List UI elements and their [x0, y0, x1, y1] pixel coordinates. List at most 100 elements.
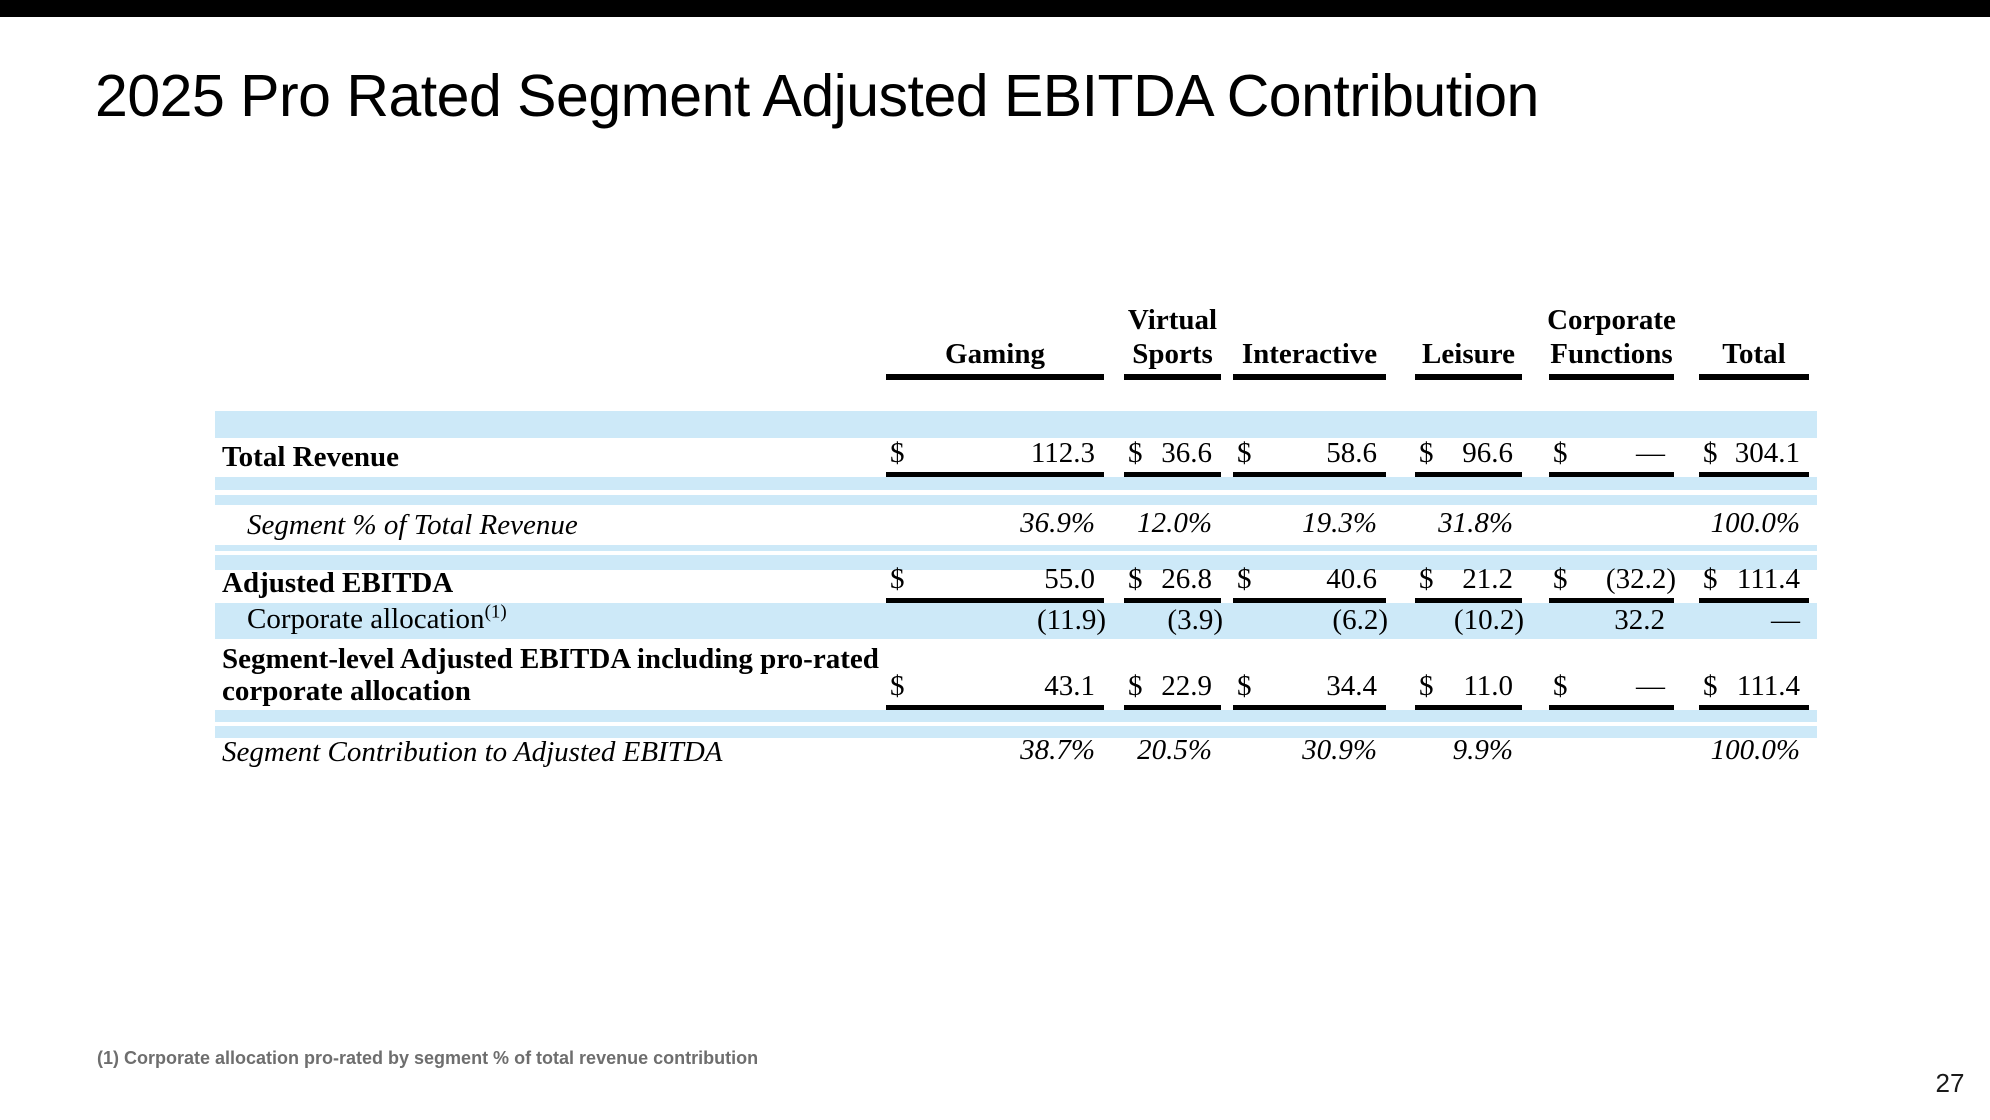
amount-cell: $ 36.6 [1124, 437, 1221, 477]
amount-value: 26.8 [1161, 563, 1212, 595]
row-band-spacer [215, 726, 1817, 738]
amount-value: 19.3% [1302, 507, 1377, 539]
column-header-leisure: Leisure [1415, 295, 1522, 380]
column-header-gaming: Gaming [886, 295, 1104, 380]
footnote-marker: (1) [484, 601, 507, 623]
amount-cell: $ 34.4 [1233, 639, 1386, 710]
column-header-line2: Sports [1132, 338, 1213, 370]
amount-cell: $ 11.0 [1415, 639, 1522, 710]
amount-cell: $ 21.2 [1415, 563, 1522, 603]
currency-symbol: $ [1553, 670, 1568, 702]
row-band-spacer [215, 710, 1817, 722]
amount-cell: (6.2) [1233, 603, 1388, 639]
currency-symbol: $ [890, 563, 905, 595]
amount-value: 112.3 [1030, 437, 1095, 469]
row-label: Corporate allocation(1) [247, 601, 507, 636]
amount-cell: 19.3% [1233, 505, 1386, 545]
amount-cell: $ 96.6 [1415, 437, 1522, 477]
row-band-spacer [215, 411, 1817, 438]
amount-cell: 100.0% [1699, 734, 1809, 772]
table-row-adjusted-ebitda: Adjusted EBITDA $ 55.0 $ 26.8 $ 40.6 $ 2… [215, 563, 1817, 603]
column-header-line1: Corporate [1547, 304, 1676, 336]
amount-value: 20.5% [1137, 734, 1212, 766]
amount-cell: $ — [1549, 437, 1674, 477]
column-header-line2: Gaming [945, 338, 1045, 370]
amount-value: 100.0% [1710, 507, 1800, 539]
table-row-corporate-allocation: Corporate allocation(1) (11.9) (3.9) (6.… [215, 601, 1817, 639]
currency-symbol: $ [890, 437, 905, 469]
amount-cell: $ — [1549, 639, 1674, 710]
column-header-line2: Functions [1550, 338, 1673, 370]
amount-value: 11.0 [1463, 670, 1513, 702]
amount-cell: (11.9) [886, 603, 1106, 639]
amount-cell: $ 111.4 [1699, 563, 1809, 603]
currency-symbol: $ [1237, 437, 1252, 469]
amount-cell: $ 112.3 [886, 437, 1104, 477]
row-label: Adjusted EBITDA [222, 567, 454, 599]
amount-value: 111.4 [1736, 563, 1800, 595]
column-header-corporate-functions: Corporate Functions [1547, 295, 1676, 380]
amount-value: 304.1 [1734, 437, 1800, 469]
row-band-spacer [215, 545, 1817, 551]
amount-cell: $ 111.4 [1699, 639, 1809, 710]
currency-symbol: $ [1553, 437, 1568, 469]
amount-cell: $ 304.1 [1699, 437, 1809, 477]
amount-cell: 9.9% [1415, 734, 1522, 772]
amount-value: 43.1 [1044, 670, 1095, 702]
amount-cell: 32.2 [1549, 603, 1674, 639]
currency-symbol: $ [1419, 670, 1434, 702]
amount-value: (6.2) [1332, 604, 1388, 636]
row-band-spacer [215, 477, 1817, 490]
amount-cell: $ 58.6 [1233, 437, 1386, 477]
table-row-segment-contribution: Segment Contribution to Adjusted EBITDA … [215, 734, 1817, 772]
table-row-total-revenue: Total Revenue $ 112.3 $ 36.6 $ 58.6 $ 96… [215, 437, 1817, 477]
currency-symbol: $ [1419, 563, 1434, 595]
amount-cell: (3.9) [1124, 603, 1223, 639]
currency-symbol: $ [1128, 563, 1143, 595]
amount-value: 96.6 [1462, 437, 1513, 469]
amount-value: 9.9% [1452, 734, 1513, 766]
amount-value: (3.9) [1167, 604, 1223, 636]
top-accent-bar [0, 0, 1990, 17]
amount-value: 31.8% [1438, 507, 1513, 539]
amount-value: 100.0% [1710, 734, 1800, 766]
column-header-line1: Virtual [1127, 304, 1218, 336]
amount-value: (32.2) [1605, 563, 1676, 595]
currency-symbol: $ [1419, 437, 1434, 469]
amount-value: 111.4 [1736, 670, 1800, 702]
amount-cell: 31.8% [1415, 505, 1522, 545]
amount-value: 58.6 [1326, 437, 1377, 469]
amount-value: 40.6 [1326, 563, 1377, 595]
amount-value: 12.0% [1137, 507, 1212, 539]
column-header-line2: Leisure [1422, 338, 1515, 370]
amount-value: 30.9% [1302, 734, 1377, 766]
column-header-total: Total [1699, 295, 1809, 380]
amount-value: 36.6 [1161, 437, 1212, 469]
currency-symbol: $ [890, 670, 905, 702]
row-label: Segment % of Total Revenue [247, 509, 578, 541]
amount-value: 21.2 [1462, 563, 1513, 595]
currency-symbol: $ [1703, 670, 1718, 702]
currency-symbol: $ [1128, 437, 1143, 469]
currency-symbol: $ [1237, 670, 1252, 702]
amount-cell: — [1699, 603, 1809, 639]
row-label: Segment Contribution to Adjusted EBITDA [222, 736, 723, 768]
column-header-interactive: Interactive [1233, 295, 1386, 380]
amount-cell: (10.2) [1415, 603, 1524, 639]
amount-value: (10.2) [1453, 604, 1524, 636]
amount-cell: 20.5% [1124, 734, 1221, 772]
table-row-segment-pct-revenue: Segment % of Total Revenue 36.9% 12.0% 1… [215, 505, 1817, 545]
amount-cell: $ 22.9 [1124, 639, 1221, 710]
amount-value: — [1771, 604, 1800, 636]
amount-value: 36.9% [1020, 507, 1095, 539]
row-label-line2: corporate allocation [222, 675, 471, 707]
amount-cell: 100.0% [1699, 505, 1809, 545]
amount-cell: 36.9% [886, 505, 1104, 545]
column-header-line2: Total [1722, 338, 1786, 370]
row-label: Total Revenue [222, 441, 399, 473]
amount-cell: $ 26.8 [1124, 563, 1221, 603]
page-number: 27 [1935, 1068, 1965, 1098]
row-band-spacer [215, 555, 1817, 570]
row-label-line1: Segment-level Adjusted EBITDA including … [222, 643, 879, 675]
